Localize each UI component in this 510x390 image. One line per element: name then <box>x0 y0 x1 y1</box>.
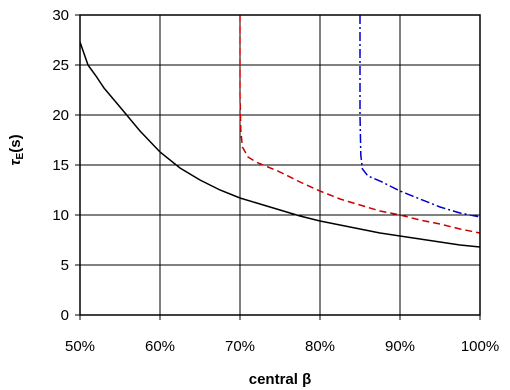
y-tick-label: 25 <box>52 57 69 74</box>
y-tick-label: 15 <box>52 157 69 174</box>
x-tick-label: 80% <box>305 338 335 355</box>
x-tick-label: 100% <box>461 338 499 355</box>
x-tick-label: 60% <box>145 338 175 355</box>
y-tick-label: 5 <box>61 257 69 274</box>
y-tick-label: 30 <box>52 7 69 24</box>
grid <box>80 15 480 315</box>
tick-labels: 50% 60% 70% 80% 90% 100% 0 5 10 15 20 25 30 <box>52 7 499 355</box>
y-tick-label: 10 <box>52 207 69 224</box>
series-lines <box>79 15 481 248</box>
y-axis-title: τE(s) <box>7 134 26 165</box>
plot-border <box>79 14 481 316</box>
y-axis-title-subscript: E <box>15 152 26 159</box>
y-axis-title-unit: (s) <box>7 134 24 152</box>
series-line-3 <box>359 15 481 218</box>
y-tick-label: 20 <box>52 107 69 124</box>
x-axis-title: central β <box>249 371 312 388</box>
x-tick-label: 50% <box>65 338 95 355</box>
y-axis-title-symbol: τ <box>7 159 24 166</box>
x-tick-label: 70% <box>225 338 255 355</box>
series-line-1 <box>79 41 481 248</box>
y-tick-label: 0 <box>61 307 69 324</box>
series-line-2 <box>239 15 481 234</box>
x-tick-label: 90% <box>385 338 415 355</box>
